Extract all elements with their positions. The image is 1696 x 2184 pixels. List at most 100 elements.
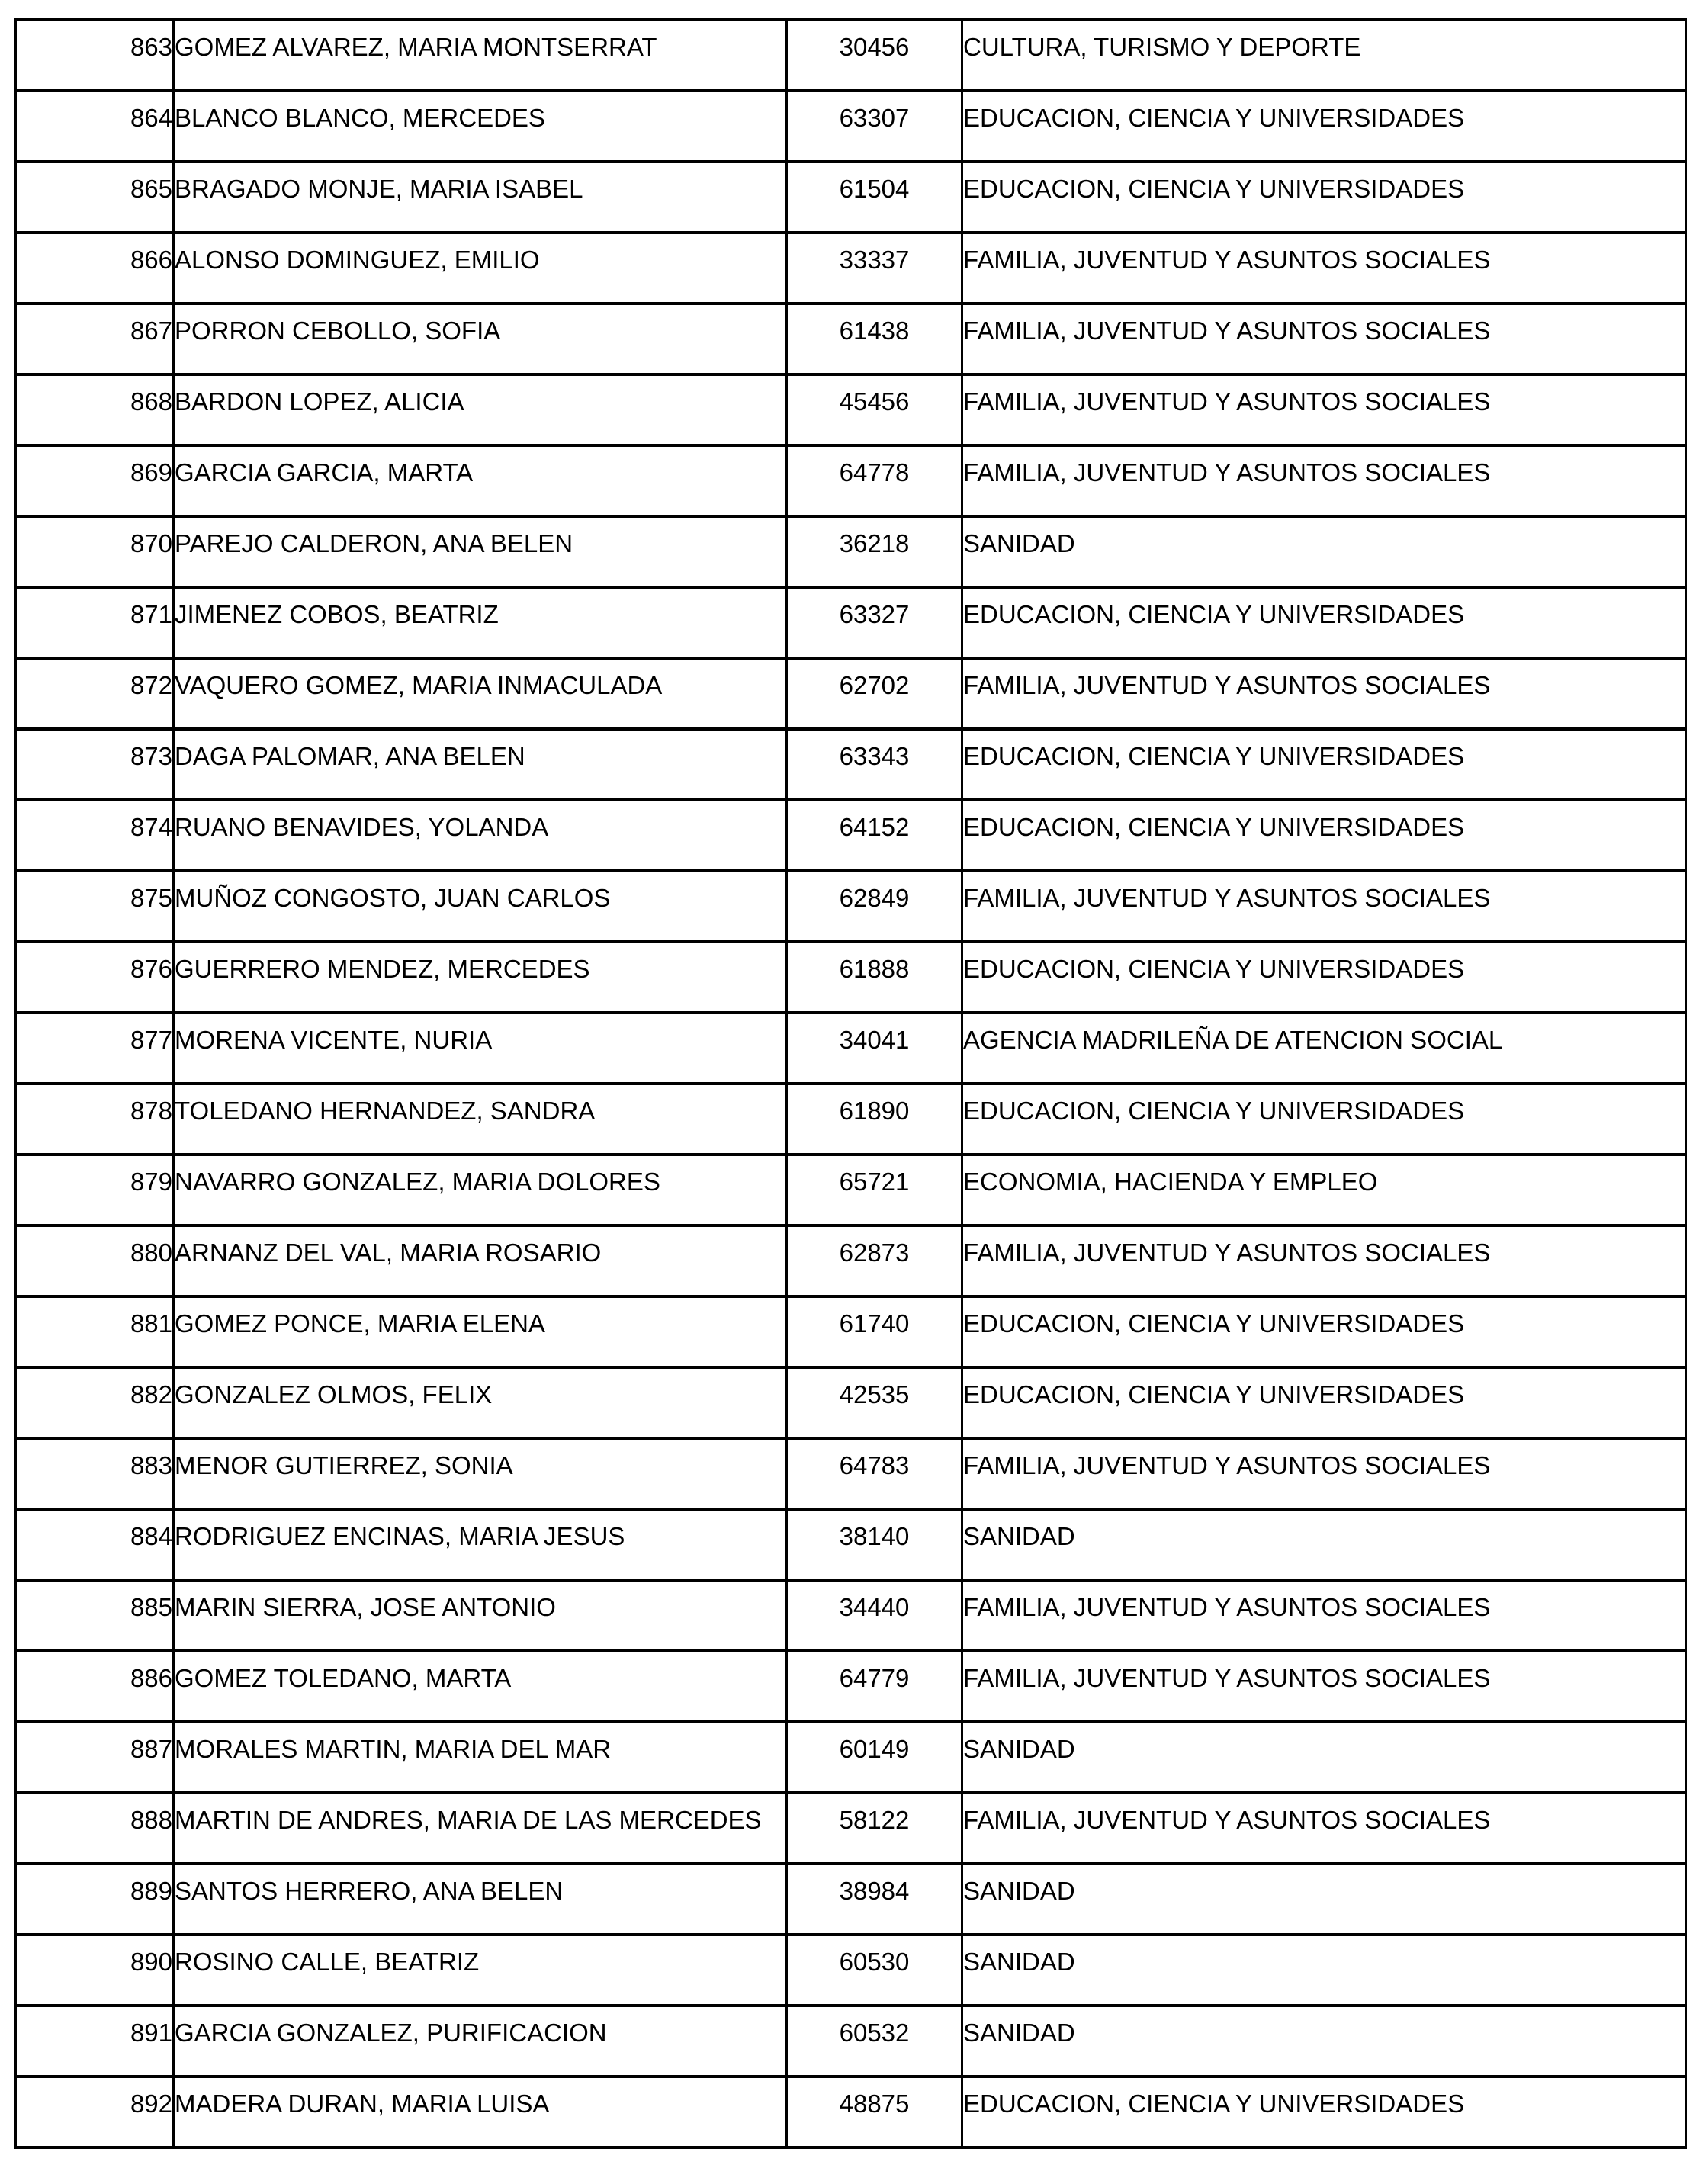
department-cell: SANIDAD xyxy=(961,515,1687,589)
table-row: 871 JIMENEZ COBOS, BEATRIZ 63327 EDUCACI… xyxy=(14,586,1687,660)
table-row: 869 GARCIA GARCIA, MARTA 64778 FAMILIA, … xyxy=(14,444,1687,518)
table-row: 864 BLANCO BLANCO, MERCEDES 63307 EDUCAC… xyxy=(14,89,1687,163)
person-name-cell: TOLEDANO HERNANDEZ, SANDRA xyxy=(172,1082,788,1156)
position-code-cell: 61890 xyxy=(785,1082,963,1156)
person-name-cell: MARTIN DE ANDRES, MARIA DE LAS MERCEDES xyxy=(172,1791,788,1865)
position-code-cell: 33337 xyxy=(785,231,963,305)
row-number-cell: 871 xyxy=(14,586,175,660)
table-row: 886 GOMEZ TOLEDANO, MARTA 64779 FAMILIA,… xyxy=(14,1649,1687,1723)
position-code-cell: 34041 xyxy=(785,1011,963,1085)
row-number-cell: 874 xyxy=(14,798,175,872)
person-name-cell: MORENA VICENTE, NURIA xyxy=(172,1011,788,1085)
position-code-cell: 60532 xyxy=(785,2004,963,2078)
row-number-cell: 867 xyxy=(14,302,175,376)
row-number-cell: 878 xyxy=(14,1082,175,1156)
department-cell: SANIDAD xyxy=(961,1862,1687,1936)
department-cell: SANIDAD xyxy=(961,2004,1687,2078)
row-number-cell: 881 xyxy=(14,1295,175,1369)
table-row: 892 MADERA DURAN, MARIA LUISA 48875 EDUC… xyxy=(14,2075,1687,2149)
person-name-cell: GARCIA GARCIA, MARTA xyxy=(172,444,788,518)
row-number-cell: 880 xyxy=(14,1224,175,1298)
department-cell: CULTURA, TURISMO Y DEPORTE xyxy=(961,18,1687,92)
person-name-cell: GOMEZ PONCE, MARIA ELENA xyxy=(172,1295,788,1369)
department-cell: FAMILIA, JUVENTUD Y ASUNTOS SOCIALES xyxy=(961,657,1687,731)
row-number-cell: 886 xyxy=(14,1649,175,1723)
row-number-cell: 864 xyxy=(14,89,175,163)
position-code-cell: 30456 xyxy=(785,18,963,92)
department-cell: SANIDAD xyxy=(961,1720,1687,1794)
department-cell: FAMILIA, JUVENTUD Y ASUNTOS SOCIALES xyxy=(961,302,1687,376)
position-code-cell: 61438 xyxy=(785,302,963,376)
table-row: 875 MUÑOZ CONGOSTO, JUAN CARLOS 62849 FA… xyxy=(14,869,1687,943)
position-code-cell: 63307 xyxy=(785,89,963,163)
table-row: 889 SANTOS HERRERO, ANA BELEN 38984 SANI… xyxy=(14,1862,1687,1936)
table-row: 883 MENOR GUTIERREZ, SONIA 64783 FAMILIA… xyxy=(14,1437,1687,1511)
row-number-cell: 877 xyxy=(14,1011,175,1085)
person-name-cell: VAQUERO GOMEZ, MARIA INMACULADA xyxy=(172,657,788,731)
row-number-cell: 873 xyxy=(14,727,175,801)
department-cell: EDUCACION, CIENCIA Y UNIVERSIDADES xyxy=(961,89,1687,163)
department-cell: EDUCACION, CIENCIA Y UNIVERSIDADES xyxy=(961,940,1687,1014)
department-cell: EDUCACION, CIENCIA Y UNIVERSIDADES xyxy=(961,586,1687,660)
position-code-cell: 38984 xyxy=(785,1862,963,1936)
table-row: 879 NAVARRO GONZALEZ, MARIA DOLORES 6572… xyxy=(14,1153,1687,1227)
row-number-cell: 872 xyxy=(14,657,175,731)
person-name-cell: GOMEZ TOLEDANO, MARTA xyxy=(172,1649,788,1723)
row-number-cell: 879 xyxy=(14,1153,175,1227)
position-code-cell: 45456 xyxy=(785,373,963,447)
table-row: 877 MORENA VICENTE, NURIA 34041 AGENCIA … xyxy=(14,1011,1687,1085)
position-code-cell: 60149 xyxy=(785,1720,963,1794)
row-number-cell: 866 xyxy=(14,231,175,305)
department-cell: SANIDAD xyxy=(961,1508,1687,1582)
row-number-cell: 890 xyxy=(14,1933,175,2007)
position-code-cell: 65721 xyxy=(785,1153,963,1227)
position-code-cell: 61888 xyxy=(785,940,963,1014)
department-cell: SANIDAD xyxy=(961,1933,1687,2007)
position-code-cell: 58122 xyxy=(785,1791,963,1865)
position-code-cell: 64152 xyxy=(785,798,963,872)
person-name-cell: ALONSO DOMINGUEZ, EMILIO xyxy=(172,231,788,305)
table-row: 882 GONZALEZ OLMOS, FELIX 42535 EDUCACIO… xyxy=(14,1366,1687,1440)
row-number-cell: 887 xyxy=(14,1720,175,1794)
row-number-cell: 891 xyxy=(14,2004,175,2078)
department-cell: FAMILIA, JUVENTUD Y ASUNTOS SOCIALES xyxy=(961,1579,1687,1652)
position-code-cell: 34440 xyxy=(785,1579,963,1652)
table-row: 881 GOMEZ PONCE, MARIA ELENA 61740 EDUCA… xyxy=(14,1295,1687,1369)
person-name-cell: MADERA DURAN, MARIA LUISA xyxy=(172,2075,788,2149)
row-number-cell: 865 xyxy=(14,160,175,234)
row-number-cell: 883 xyxy=(14,1437,175,1511)
position-code-cell: 38140 xyxy=(785,1508,963,1582)
table-body: 863 GOMEZ ALVAREZ, MARIA MONTSERRAT 3045… xyxy=(14,18,1687,2149)
table-row: 872 VAQUERO GOMEZ, MARIA INMACULADA 6270… xyxy=(14,657,1687,731)
person-name-cell: BARDON LOPEZ, ALICIA xyxy=(172,373,788,447)
department-cell: EDUCACION, CIENCIA Y UNIVERSIDADES xyxy=(961,160,1687,234)
department-cell: FAMILIA, JUVENTUD Y ASUNTOS SOCIALES xyxy=(961,869,1687,943)
person-name-cell: PORRON CEBOLLO, SOFIA xyxy=(172,302,788,376)
person-name-cell: MORALES MARTIN, MARIA DEL MAR xyxy=(172,1720,788,1794)
department-cell: FAMILIA, JUVENTUD Y ASUNTOS SOCIALES xyxy=(961,444,1687,518)
table-row: 880 ARNANZ DEL VAL, MARIA ROSARIO 62873 … xyxy=(14,1224,1687,1298)
department-cell: FAMILIA, JUVENTUD Y ASUNTOS SOCIALES xyxy=(961,1791,1687,1865)
department-cell: EDUCACION, CIENCIA Y UNIVERSIDADES xyxy=(961,1082,1687,1156)
position-code-cell: 62702 xyxy=(785,657,963,731)
department-cell: FAMILIA, JUVENTUD Y ASUNTOS SOCIALES xyxy=(961,373,1687,447)
position-code-cell: 63327 xyxy=(785,586,963,660)
person-name-cell: GONZALEZ OLMOS, FELIX xyxy=(172,1366,788,1440)
table-row: 870 PAREJO CALDERON, ANA BELEN 36218 SAN… xyxy=(14,515,1687,589)
table-row: 890 ROSINO CALLE, BEATRIZ 60530 SANIDAD xyxy=(14,1933,1687,2007)
position-code-cell: 60530 xyxy=(785,1933,963,2007)
person-name-cell: BRAGADO MONJE, MARIA ISABEL xyxy=(172,160,788,234)
position-code-cell: 64779 xyxy=(785,1649,963,1723)
department-cell: AGENCIA MADRILEÑA DE ATENCION SOCIAL xyxy=(961,1011,1687,1085)
row-number-cell: 870 xyxy=(14,515,175,589)
position-code-cell: 64778 xyxy=(785,444,963,518)
table-row: 865 BRAGADO MONJE, MARIA ISABEL 61504 ED… xyxy=(14,160,1687,234)
person-name-cell: BLANCO BLANCO, MERCEDES xyxy=(172,89,788,163)
person-name-cell: JIMENEZ COBOS, BEATRIZ xyxy=(172,586,788,660)
position-code-cell: 36218 xyxy=(785,515,963,589)
position-code-cell: 64783 xyxy=(785,1437,963,1511)
table-row: 888 MARTIN DE ANDRES, MARIA DE LAS MERCE… xyxy=(14,1791,1687,1865)
table-row: 874 RUANO BENAVIDES, YOLANDA 64152 EDUCA… xyxy=(14,798,1687,872)
row-number-cell: 868 xyxy=(14,373,175,447)
